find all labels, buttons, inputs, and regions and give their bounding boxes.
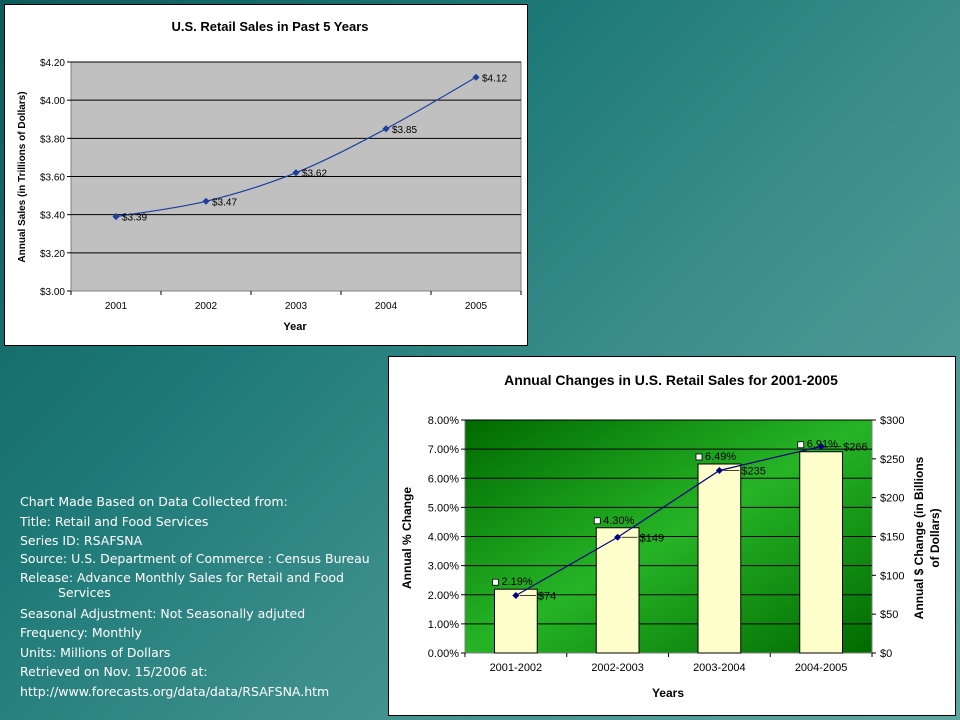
notes-line: Seasonal Adjustment: Not Seasonally adju… [20, 605, 306, 621]
chart2-y2-tick-label: $150 [880, 532, 904, 544]
chart2-bar [799, 451, 843, 654]
notes-line: Retrieved on Nov. 15/2006 at: [20, 664, 208, 679]
chart1-data-label: $3.62 [302, 169, 327, 180]
chart2-bar-legend-key [695, 453, 703, 461]
chart2-x-tick-label: 2002-2003 [591, 662, 644, 674]
chart2-y2-axis-label-line1: Annual $ Change (in Billions [912, 456, 926, 619]
chart1-x-axis-label: Year [283, 321, 307, 333]
chart2-data-point [817, 442, 825, 450]
chart1-y-tick-label: $4.20 [40, 58, 65, 69]
chart2-data-point [512, 591, 520, 600]
chart2-data-point [614, 533, 622, 541]
chart2-line-data-label: $74 [538, 591, 556, 603]
chart2-x-tick-label: 2001-2002 [490, 662, 543, 674]
notes-line: Frequency: Monthly [20, 625, 142, 640]
chart1-x-tick-label: 2005 [465, 301, 488, 312]
chart2-y-tick-label: 5.00% [428, 502, 459, 514]
chart1-data-point [472, 73, 480, 81]
chart1-x-tick-label: 2001 [105, 301, 128, 312]
chart1-x-tick-label: 2003 [285, 301, 308, 312]
chart1-x-tick-label: 2002 [195, 301, 218, 312]
chart2-title: Annual Changes in U.S. Retail Sales for … [504, 372, 838, 388]
notes-line: Chart Made Based on Data Collected from: [20, 494, 288, 509]
chart2-bar [494, 588, 538, 654]
notes-line: Title: Retail and Food Services [20, 513, 209, 529]
chart1-x-tick-label: 2004 [375, 301, 398, 312]
chart2-x-axis-label: Years [652, 686, 684, 700]
chart2-bar [697, 463, 742, 654]
chart1-data-point [202, 197, 210, 205]
chart2-x-tick-label: 2004-2005 [795, 662, 848, 674]
chart1-y-tick-label: $3.40 [40, 211, 65, 222]
annual-changes-chart-panel: Annual Changes in U.S. Retail Sales for … [388, 356, 956, 716]
chart1-data-point [382, 125, 390, 133]
chart1-data-label: $3.47 [212, 197, 237, 208]
chart2-x-tick-label: 2003-2004 [693, 662, 746, 674]
chart2-y2-axis-label-line2: of Dollars) [928, 508, 942, 567]
notes-line: Release: Advance Monthly Sales for Retai… [20, 569, 344, 600]
chart2-bar-legend-key [492, 578, 499, 586]
chart2-bar-data-label: 2.19% [502, 576, 533, 588]
chart1-data-label: $4.12 [482, 73, 507, 84]
notes-source-url: http://www.forecasts.org/data/data/RSAFS… [20, 683, 330, 699]
chart1-y-tick-label: $4.00 [40, 96, 65, 107]
chart2-y2-tick-label: $0 [880, 648, 892, 660]
notes-line: Series ID: RSAFSNA [20, 533, 143, 548]
chart1-y-axis-label: Annual Sales (in Trillions of Dollars) [17, 91, 28, 262]
chart2-y-tick-label: 8.00% [428, 415, 459, 427]
chart2-bar-data-label: 6.49% [705, 451, 736, 463]
chart2-y-tick-label: 7.00% [428, 444, 459, 456]
chart2-y2-tick-label: $50 [880, 609, 898, 621]
chart2-y2-tick-label: $200 [880, 493, 904, 505]
chart2-series-line [515, 445, 822, 597]
chart2-y2-tick-label: $300 [880, 415, 904, 427]
chart2-bar-legend-key [593, 517, 601, 525]
chart1-y-tick-label: $3.60 [40, 173, 65, 184]
chart2-line-data-label: $149 [640, 532, 664, 544]
chart2-y-tick-label: 3.00% [428, 561, 459, 573]
notes-line: Units: Millions of Dollars [20, 644, 171, 660]
chart1-y-tick-label: $3.80 [40, 134, 65, 145]
chart2-data-point [715, 466, 723, 475]
chart2-bar-data-label: 4.30% [603, 515, 634, 527]
chart2-y-axis-label: Annual % Change [400, 487, 414, 589]
chart1-data-point [292, 169, 300, 177]
chart2-y-tick-label: 2.00% [428, 590, 459, 602]
chart2-y2-tick-label: $100 [880, 570, 904, 582]
chart2-line-data-label: $266 [843, 441, 867, 453]
chart2-bar [595, 527, 640, 654]
chart2-y-tick-label: 4.00% [428, 532, 459, 544]
chart2-bar-legend-key [797, 441, 805, 449]
retail-sales-line-chart: U.S. Retail Sales in Past 5 Years $3.00 $… [17, 19, 522, 333]
chart2-y-tick-label: 6.00% [428, 473, 459, 485]
chart2-y-tick-label: 0.00% [428, 648, 459, 660]
chart1-data-label: $3.39 [122, 213, 147, 224]
retail-sales-chart-panel: U.S. Retail Sales in Past 5 Years $3.00 $… [4, 4, 528, 346]
chart1-data-label: $3.85 [392, 125, 417, 136]
chart2-y-tick-label: 1.00% [428, 619, 459, 631]
chart2-y2-tick-label: $250 [880, 454, 904, 466]
chart1-y-tick-label: $3.20 [40, 249, 65, 260]
source-notes: Chart Made Based on Data Collected from:… [20, 492, 382, 701]
notes-line: Source: U.S. Department of Commerce : Ce… [20, 550, 370, 566]
chart1-data-point [112, 213, 120, 221]
chart2-line-data-label: $235 [741, 465, 765, 477]
annual-changes-combo-chart: Annual Changes in U.S. Retail Sales for … [400, 372, 942, 700]
chart1-y-tick-label: $3.00 [40, 287, 65, 298]
chart1-title: U.S. Retail Sales in Past 5 Years [171, 19, 368, 34]
